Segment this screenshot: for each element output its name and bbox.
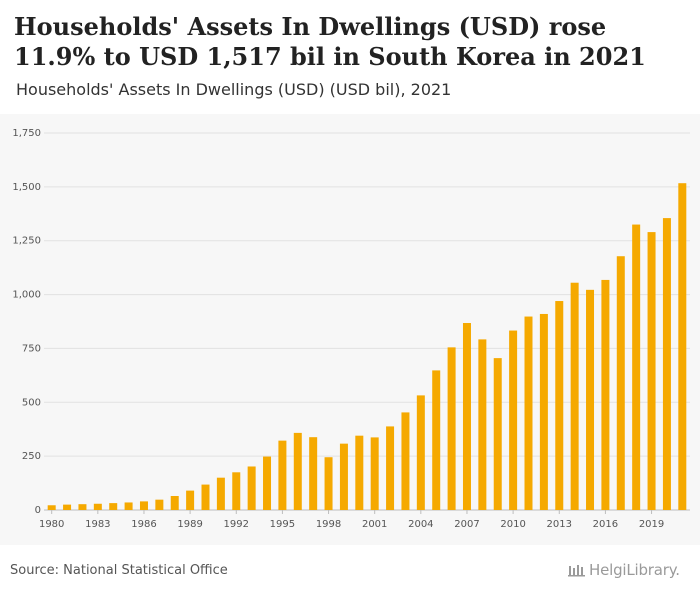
y-tick-label: 1,250 — [12, 236, 41, 247]
x-tick-label: 2016 — [593, 519, 618, 530]
y-tick-label: 1,500 — [12, 182, 41, 193]
bar-2005 — [432, 370, 441, 510]
bar-2021 — [678, 183, 687, 510]
x-tick-label: 1989 — [177, 519, 202, 530]
bar-2019 — [647, 232, 656, 510]
x-tick-label: 2019 — [639, 519, 664, 530]
bar-1987 — [155, 499, 164, 510]
bar-2012 — [539, 313, 548, 510]
bar-2016 — [601, 279, 610, 510]
bar-1980 — [47, 505, 56, 510]
bar-1984 — [109, 503, 118, 510]
bar-1981 — [63, 504, 72, 510]
bar-1992 — [232, 472, 241, 510]
x-tick-label: 1995 — [270, 519, 295, 530]
bar-1994 — [263, 456, 272, 510]
bar-1998 — [324, 457, 333, 510]
bar-2004 — [416, 395, 425, 510]
bar-2020 — [662, 218, 671, 510]
x-tick-label: 1980 — [39, 519, 64, 530]
y-tick-label: 0 — [35, 505, 41, 516]
bar-2002 — [386, 426, 395, 510]
x-tick-label: 2004 — [408, 519, 433, 530]
source-note: Source: National Statistical Office — [10, 563, 228, 578]
bar-1999 — [339, 443, 348, 510]
y-tick-label: 1,750 — [12, 128, 41, 139]
x-tick-label: 2007 — [454, 519, 479, 530]
x-tick-label: 1992 — [224, 519, 249, 530]
x-tick-label: 1983 — [85, 519, 110, 530]
bar-1982 — [78, 504, 87, 510]
bar-1983 — [93, 503, 102, 510]
bar-1988 — [170, 495, 179, 510]
bar-2006 — [447, 347, 456, 510]
bar-2003 — [401, 412, 410, 510]
bar-2013 — [555, 301, 564, 510]
bar-1989 — [186, 490, 195, 510]
x-tick-label: 2013 — [547, 519, 572, 530]
plot-background — [0, 114, 700, 545]
brand-text: HelgiLibrary. — [589, 561, 680, 579]
bar-1990 — [201, 484, 210, 510]
y-tick-label: 500 — [22, 397, 41, 408]
bar-2010 — [509, 330, 518, 510]
bar-2018 — [632, 224, 641, 511]
bar-1986 — [139, 501, 148, 510]
page-title: Households' Assets In Dwellings (USD) ro… — [14, 12, 646, 71]
x-tick-label: 1986 — [131, 519, 156, 530]
bar-2009 — [493, 358, 502, 510]
x-tick-label: 2010 — [500, 519, 525, 530]
chart-subtitle: Households' Assets In Dwellings (USD) (U… — [16, 80, 452, 99]
bar-2001 — [370, 437, 379, 510]
x-tick-label: 2001 — [362, 519, 387, 530]
y-tick-label: 1,000 — [12, 290, 41, 301]
bar-2017 — [616, 256, 625, 510]
bar-1985 — [124, 502, 133, 510]
y-tick-label: 750 — [22, 343, 41, 354]
bar-2014 — [570, 282, 579, 510]
bar-1991 — [216, 477, 225, 510]
brand-logo: HelgiLibrary. — [568, 561, 680, 579]
x-tick-label: 1998 — [316, 519, 341, 530]
bar-1993 — [247, 466, 256, 510]
bar-1997 — [309, 437, 318, 510]
bar-1996 — [293, 432, 302, 510]
bar-2000 — [355, 435, 364, 510]
bar-2008 — [478, 339, 487, 510]
library-icon — [568, 565, 585, 577]
bar-2011 — [524, 316, 533, 510]
bar-2015 — [586, 289, 595, 510]
y-tick-label: 250 — [22, 451, 41, 462]
bar-2007 — [462, 323, 471, 510]
bar-1995 — [278, 440, 287, 510]
